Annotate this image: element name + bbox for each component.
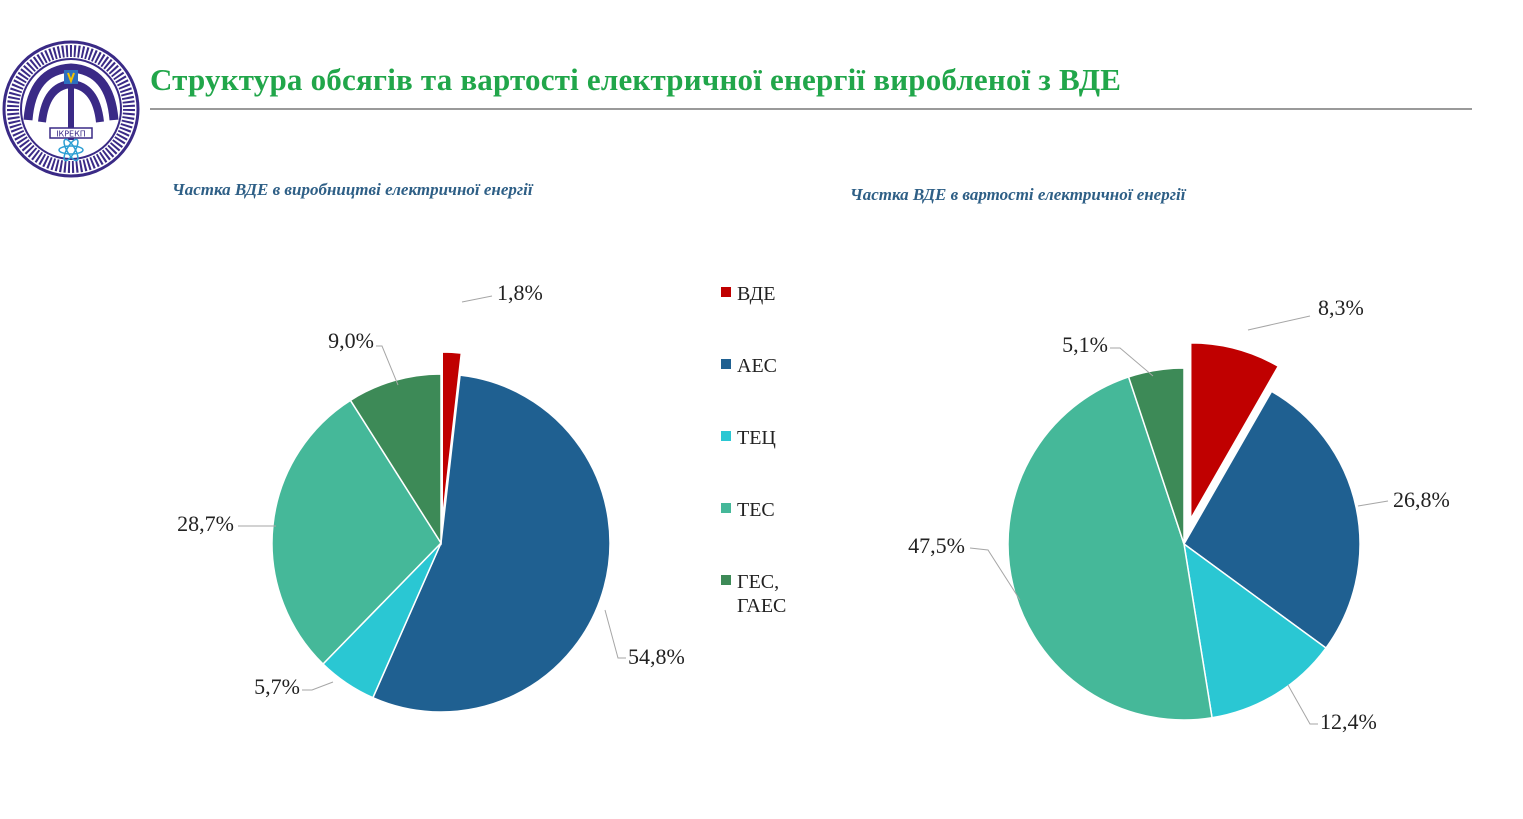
pie1-leader-line-гес-гаес — [376, 345, 399, 386]
pie1-data-label-аес: 54,8% — [628, 644, 685, 669]
pie2-data-label-тес: 47,5% — [908, 533, 965, 558]
institute-logo-icon: ІКРЕКП — [2, 40, 140, 178]
pie1-data-label-вде: 1,8% — [497, 280, 543, 305]
pie-chart-production: 1,8% 54,8% 5,7% 28,7% 9,0% — [177, 280, 685, 713]
legend-label-аес: АЕС — [737, 355, 777, 377]
pie2-data-label-вде: 8,3% — [1318, 295, 1364, 320]
title-divider — [150, 108, 1472, 110]
legend-swatch-тес — [721, 503, 731, 513]
pie1-leader-line-аес — [604, 609, 626, 659]
pie2-slice-тец — [1182, 542, 1328, 719]
pie1-data-label-гес-гаес: 9,0% — [328, 328, 374, 353]
pie2-data-label-гес-гаес: 5,1% — [1062, 332, 1108, 357]
pie2-slice-вде — [1189, 342, 1280, 522]
pie2-slice-тес — [1007, 375, 1213, 721]
pie1-data-label-тес: 28,7% — [177, 511, 234, 536]
pie1-leader-line-вде — [461, 295, 493, 303]
legend-label-тес: ТЕС — [737, 499, 775, 521]
pie2-data-label-аес: 26,8% — [1393, 487, 1450, 512]
legend-label-гес-гаес: ГЕС, — [737, 571, 779, 593]
legend-label-тец: ТЕЦ — [737, 427, 776, 449]
pie1-slice-гес-гаес — [349, 373, 442, 546]
legend-swatch-тец — [721, 431, 731, 441]
legend-swatch-гес-гаес — [721, 575, 731, 585]
chart-2-title: Частка ВДЕ в вартості електричної енергі… — [850, 185, 1186, 204]
legend-swatch-вде — [721, 287, 731, 297]
logo-text: ІКРЕКП — [56, 130, 86, 139]
pie2-leader-line-тец — [1287, 684, 1318, 725]
pie2-leader-line-аес — [1357, 500, 1389, 507]
pie2-leader-line-тес — [969, 547, 1021, 601]
slide-title: Структура обсягів та вартості електрично… — [150, 62, 1122, 97]
pie1-data-label-тец: 5,7% — [254, 674, 300, 699]
legend-label-вде: ВДЕ — [737, 283, 775, 305]
pie2-slice-гес-гаес — [1127, 367, 1185, 545]
pie2-leader-line-вде — [1247, 315, 1311, 331]
pie1-slice-вде — [441, 351, 463, 522]
pie1-leader-line-тец — [302, 681, 334, 691]
pie2-data-label-тец: 12,4% — [1320, 709, 1377, 734]
pie2-leader-line-гес-гаес — [1110, 347, 1154, 377]
pie2-slice-аес — [1183, 390, 1361, 650]
pie-chart-cost: 8,3% 26,8% 12,4% 47,5% 5,1% — [908, 295, 1450, 734]
pie1-slice-аес — [371, 374, 611, 713]
chart-1-title: Частка ВДЕ в виробництві електричної ене… — [172, 180, 533, 199]
chart-legend: ВДЕ АЕС ТЕЦ ТЕС ГЕС,ГАЕС — [721, 283, 786, 617]
legend-swatch-аес — [721, 359, 731, 369]
legend-label-гес-гаес: ГАЕС — [737, 595, 786, 617]
